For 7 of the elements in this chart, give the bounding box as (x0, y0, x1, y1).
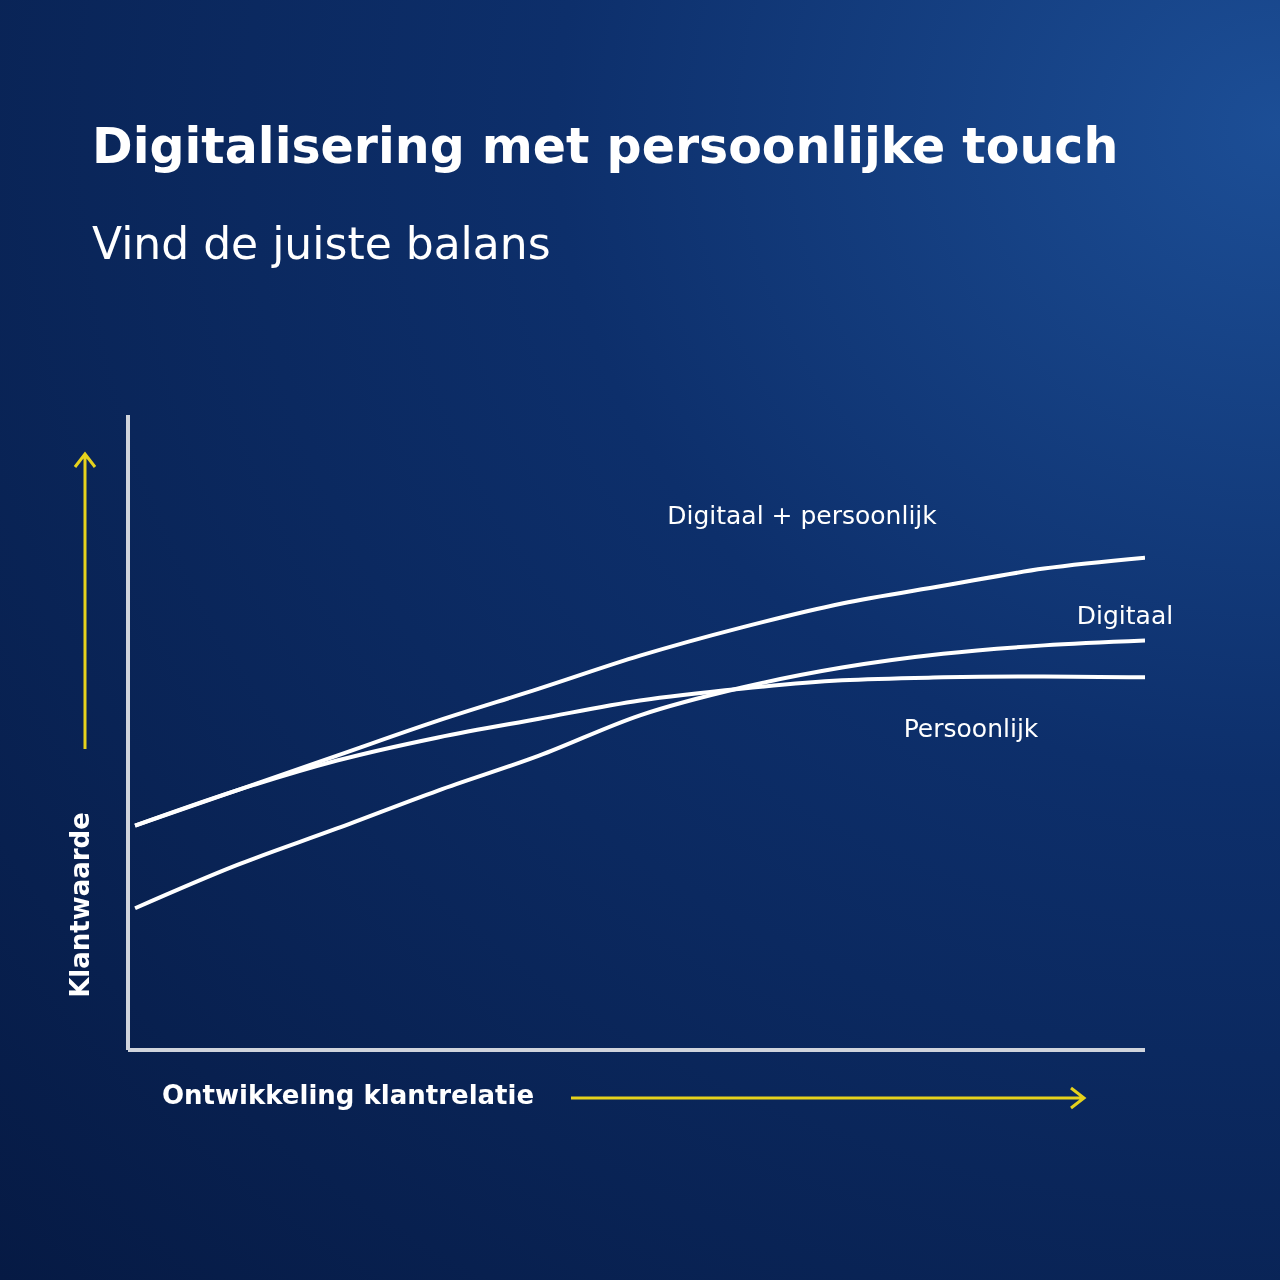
chart-subtitle: Vind de juiste balans (92, 218, 551, 269)
series-label: Persoonlijk (903, 714, 1039, 744)
text: Digitaal + persoonlijk (667, 500, 938, 530)
chart-title: Digitalisering met persoonlijke touch (92, 118, 1119, 175)
x-axis-title: Ontwikkeling klantrelatie (162, 1080, 535, 1110)
y-axis-title: Klantwaarde (65, 812, 95, 998)
series-label: Digitaal (1076, 601, 1174, 631)
